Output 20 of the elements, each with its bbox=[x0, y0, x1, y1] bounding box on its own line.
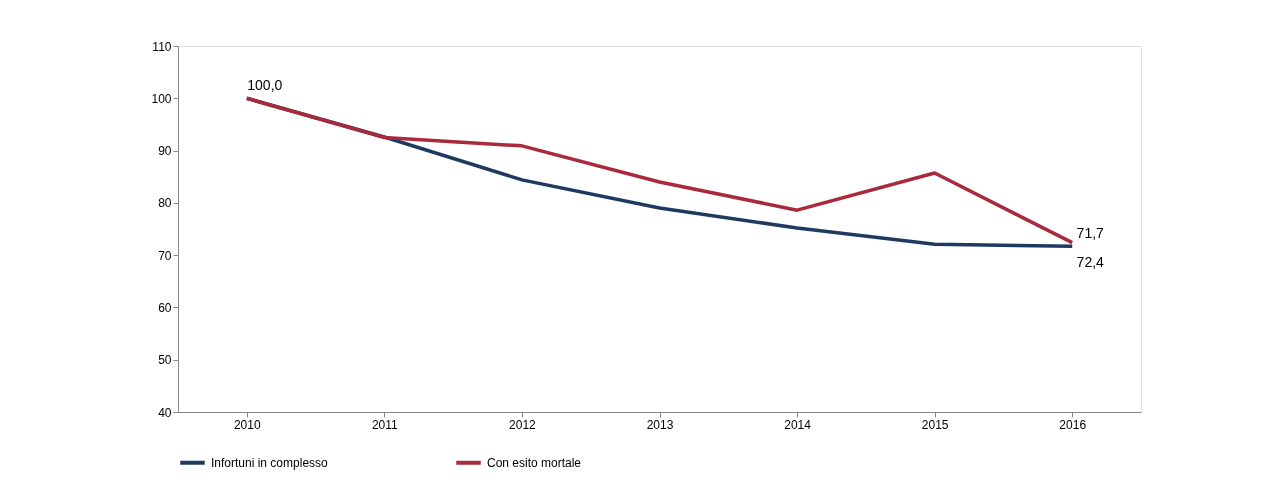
data-label: 72,4 bbox=[1076, 253, 1105, 270]
x-tick-label: 2012 bbox=[509, 417, 537, 432]
x-tick-label: 2016 bbox=[1059, 417, 1087, 432]
legend-label: Con esito mortale bbox=[487, 455, 582, 470]
y-tick-label: 50 bbox=[158, 353, 172, 368]
y-tick-label: 40 bbox=[158, 405, 172, 420]
x-tick-label: 2010 bbox=[233, 417, 261, 432]
y-tick-label: 60 bbox=[158, 300, 172, 315]
x-tick-label: 2015 bbox=[921, 417, 949, 432]
x-tick-label: 2011 bbox=[371, 417, 399, 432]
y-tick-label: 70 bbox=[158, 248, 172, 263]
legend-label: Infortuni in complesso bbox=[211, 455, 329, 470]
y-tick-label: 110 bbox=[152, 39, 172, 54]
y-tick-label: 100 bbox=[151, 91, 172, 106]
data-label: 71,7 bbox=[1076, 225, 1105, 242]
x-tick-label: 2013 bbox=[646, 417, 674, 432]
y-tick-label: 80 bbox=[158, 196, 172, 211]
data-label: 100,0 bbox=[247, 77, 283, 94]
x-tick-label: 2014 bbox=[784, 417, 812, 432]
y-tick-label: 90 bbox=[158, 144, 172, 159]
